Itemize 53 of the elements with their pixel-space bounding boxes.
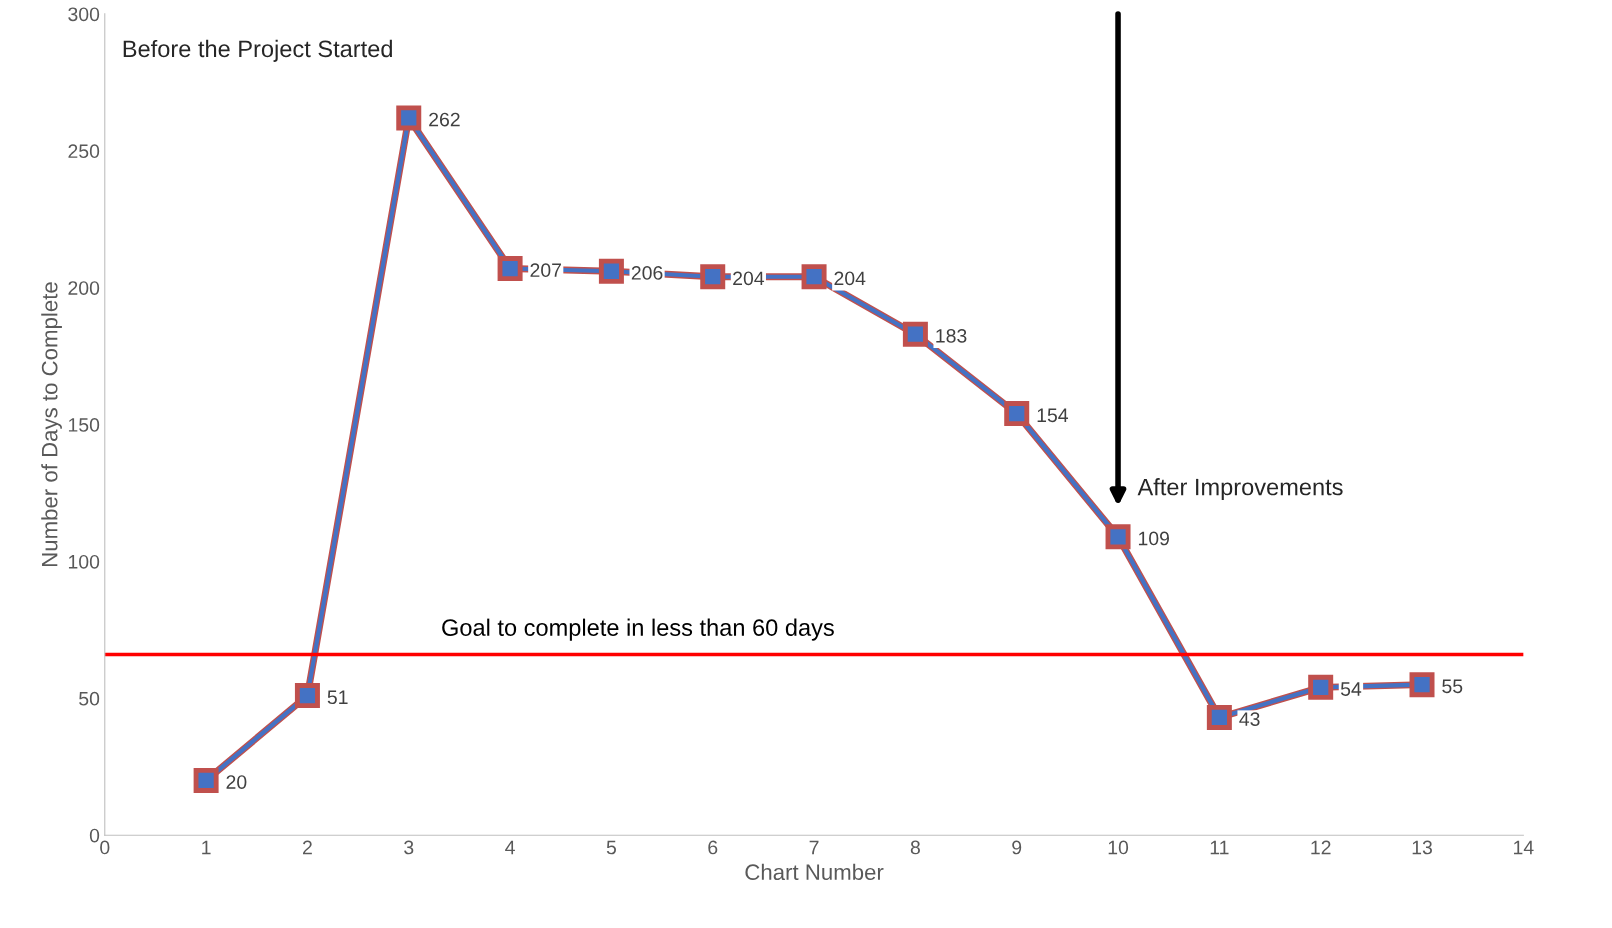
x-tick-label: 12 <box>1311 840 1331 855</box>
point <box>497 256 523 282</box>
data-label: 262 <box>429 112 460 127</box>
point <box>1105 524 1131 550</box>
data-label: 51 <box>327 690 348 705</box>
x-axis-title: Chart Number <box>745 863 884 881</box>
data-label: 183 <box>936 328 967 343</box>
y-tick-label: 200 <box>68 281 100 295</box>
point <box>1409 672 1435 698</box>
data-label: 54 <box>1340 682 1362 696</box>
point <box>598 258 624 284</box>
annotation: Before the Project Started <box>123 39 392 62</box>
x-tick-label: 6 <box>708 840 718 855</box>
data-label: 55 <box>1442 679 1463 694</box>
point <box>193 767 219 793</box>
y-tick-label: 0 <box>89 828 100 843</box>
x-tick-label: 1 <box>202 840 211 855</box>
point <box>902 321 928 347</box>
x-tick-label: 9 <box>1012 840 1022 855</box>
point <box>396 105 422 131</box>
annotation: After Improvements <box>1137 478 1343 501</box>
x-tick-label: 13 <box>1412 840 1432 855</box>
data-label: 204 <box>834 271 866 286</box>
data-label: 154 <box>1037 408 1069 423</box>
point <box>1206 704 1232 730</box>
data-label: 43 <box>1239 712 1260 727</box>
x-tick-label: 10 <box>1108 840 1129 855</box>
data-label: 204 <box>733 271 765 286</box>
point <box>700 264 726 290</box>
y-tick-label: 150 <box>68 418 100 432</box>
data-label: 20 <box>226 775 247 789</box>
point <box>1308 674 1334 700</box>
y-tick-label: 100 <box>68 554 100 569</box>
y-axis-title: Number of Days to Complete <box>41 282 62 566</box>
point <box>294 683 320 709</box>
x-tick-label: 0 <box>100 840 110 855</box>
point <box>801 264 827 290</box>
y-tick-label: 250 <box>68 144 100 159</box>
x-tick-label: 7 <box>809 840 819 855</box>
y-tick-label: 50 <box>79 691 100 706</box>
x-tick-label: 8 <box>910 840 920 855</box>
x-tick-label: 14 <box>1514 840 1534 855</box>
x-tick-label: 3 <box>404 840 414 855</box>
data-label: 207 <box>530 263 561 278</box>
point <box>1004 401 1030 427</box>
data-label: 109 <box>1138 531 1169 546</box>
ref-line-label: Goal to complete in less than 60 days <box>442 618 834 641</box>
data-label: 206 <box>631 266 663 280</box>
x-tick-label: 5 <box>606 840 616 855</box>
y-tick-label: 300 <box>68 7 100 22</box>
x-tick-label: 2 <box>303 840 312 855</box>
x-tick-label: 11 <box>1210 840 1229 855</box>
x-tick-label: 4 <box>505 840 515 855</box>
